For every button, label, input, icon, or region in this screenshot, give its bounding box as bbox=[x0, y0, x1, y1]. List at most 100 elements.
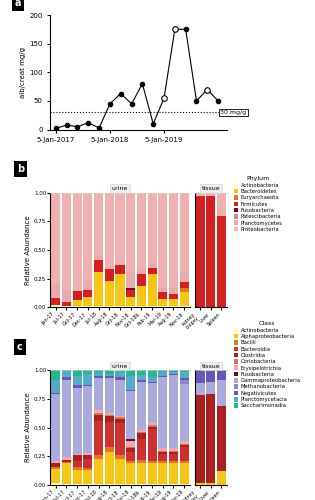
Bar bbox=[105, 192, 114, 267]
Bar bbox=[115, 484, 124, 485]
Bar bbox=[105, 422, 114, 447]
Bar bbox=[137, 463, 146, 484]
Bar bbox=[126, 192, 135, 272]
Bar bbox=[126, 297, 135, 306]
Bar bbox=[169, 370, 178, 372]
Bar bbox=[137, 192, 146, 270]
Bar bbox=[62, 192, 71, 290]
Bar bbox=[105, 452, 114, 484]
Bar bbox=[126, 306, 135, 308]
Bar bbox=[217, 406, 226, 471]
Bar bbox=[158, 292, 167, 300]
Bar bbox=[147, 461, 157, 463]
Bar bbox=[62, 306, 71, 308]
Bar bbox=[169, 294, 178, 300]
Bar bbox=[158, 461, 167, 463]
Bar bbox=[180, 442, 189, 444]
Bar bbox=[73, 386, 82, 388]
Bar bbox=[94, 272, 103, 306]
Bar bbox=[169, 463, 178, 484]
Bar bbox=[158, 376, 167, 377]
Bar bbox=[147, 268, 157, 274]
Bar bbox=[83, 455, 92, 458]
Bar bbox=[147, 382, 157, 383]
Bar bbox=[147, 423, 157, 426]
Bar bbox=[169, 448, 178, 450]
Bar bbox=[83, 281, 92, 290]
Bar bbox=[94, 372, 103, 376]
Bar bbox=[169, 306, 178, 308]
Bar bbox=[180, 370, 189, 372]
Bar bbox=[196, 382, 204, 395]
Bar bbox=[115, 265, 124, 274]
Bar bbox=[180, 306, 189, 308]
Bar bbox=[206, 370, 215, 382]
Bar bbox=[115, 455, 124, 458]
Bar bbox=[126, 461, 135, 463]
Bar bbox=[51, 380, 60, 394]
Bar bbox=[137, 432, 146, 434]
Bar bbox=[115, 192, 124, 262]
Bar bbox=[180, 447, 189, 461]
Bar bbox=[158, 370, 167, 372]
Bar bbox=[169, 454, 178, 461]
Bar bbox=[83, 484, 92, 485]
Bar bbox=[126, 376, 135, 390]
Bar bbox=[115, 416, 124, 418]
Bar bbox=[169, 461, 178, 463]
Title: tissue: tissue bbox=[201, 186, 220, 191]
Bar bbox=[115, 380, 124, 416]
Bar bbox=[115, 306, 124, 308]
Text: a: a bbox=[15, 0, 22, 8]
Bar bbox=[94, 370, 103, 372]
Bar bbox=[196, 370, 204, 382]
Bar bbox=[94, 260, 103, 272]
Bar bbox=[217, 380, 226, 406]
Bar bbox=[180, 292, 189, 306]
Bar bbox=[206, 192, 215, 196]
Bar bbox=[105, 376, 114, 378]
Bar bbox=[158, 454, 167, 461]
Bar bbox=[105, 281, 114, 306]
Bar bbox=[137, 430, 146, 432]
Bar bbox=[83, 374, 92, 386]
Bar bbox=[51, 394, 60, 461]
Bar bbox=[126, 452, 135, 461]
Bar bbox=[73, 376, 82, 386]
Bar bbox=[51, 469, 60, 482]
Bar bbox=[180, 273, 189, 282]
Bar bbox=[115, 418, 124, 423]
Bar bbox=[180, 445, 189, 447]
Bar bbox=[169, 300, 178, 306]
Bar bbox=[51, 284, 60, 298]
Bar bbox=[51, 482, 60, 485]
Bar bbox=[137, 274, 146, 285]
Bar bbox=[73, 484, 82, 485]
Bar bbox=[206, 394, 215, 482]
Bar bbox=[94, 378, 103, 410]
Bar bbox=[137, 484, 146, 485]
Bar bbox=[51, 463, 60, 466]
Bar bbox=[180, 288, 189, 292]
Bar bbox=[73, 370, 82, 376]
Bar bbox=[62, 380, 71, 458]
Bar bbox=[169, 372, 178, 374]
Title: urine: urine bbox=[112, 364, 128, 368]
Bar bbox=[206, 382, 215, 394]
Bar bbox=[169, 452, 178, 454]
Bar bbox=[115, 377, 124, 380]
Bar bbox=[105, 267, 114, 270]
Bar bbox=[147, 484, 157, 485]
Bar bbox=[105, 447, 114, 452]
Bar bbox=[73, 466, 82, 470]
Bar bbox=[94, 421, 103, 455]
Bar bbox=[147, 426, 157, 429]
Bar bbox=[126, 448, 135, 452]
Bar bbox=[137, 382, 146, 430]
Bar bbox=[115, 370, 124, 372]
Bar bbox=[115, 262, 124, 265]
Bar bbox=[126, 463, 135, 484]
Bar bbox=[115, 274, 124, 306]
Bar bbox=[137, 270, 146, 274]
Bar bbox=[115, 458, 124, 484]
